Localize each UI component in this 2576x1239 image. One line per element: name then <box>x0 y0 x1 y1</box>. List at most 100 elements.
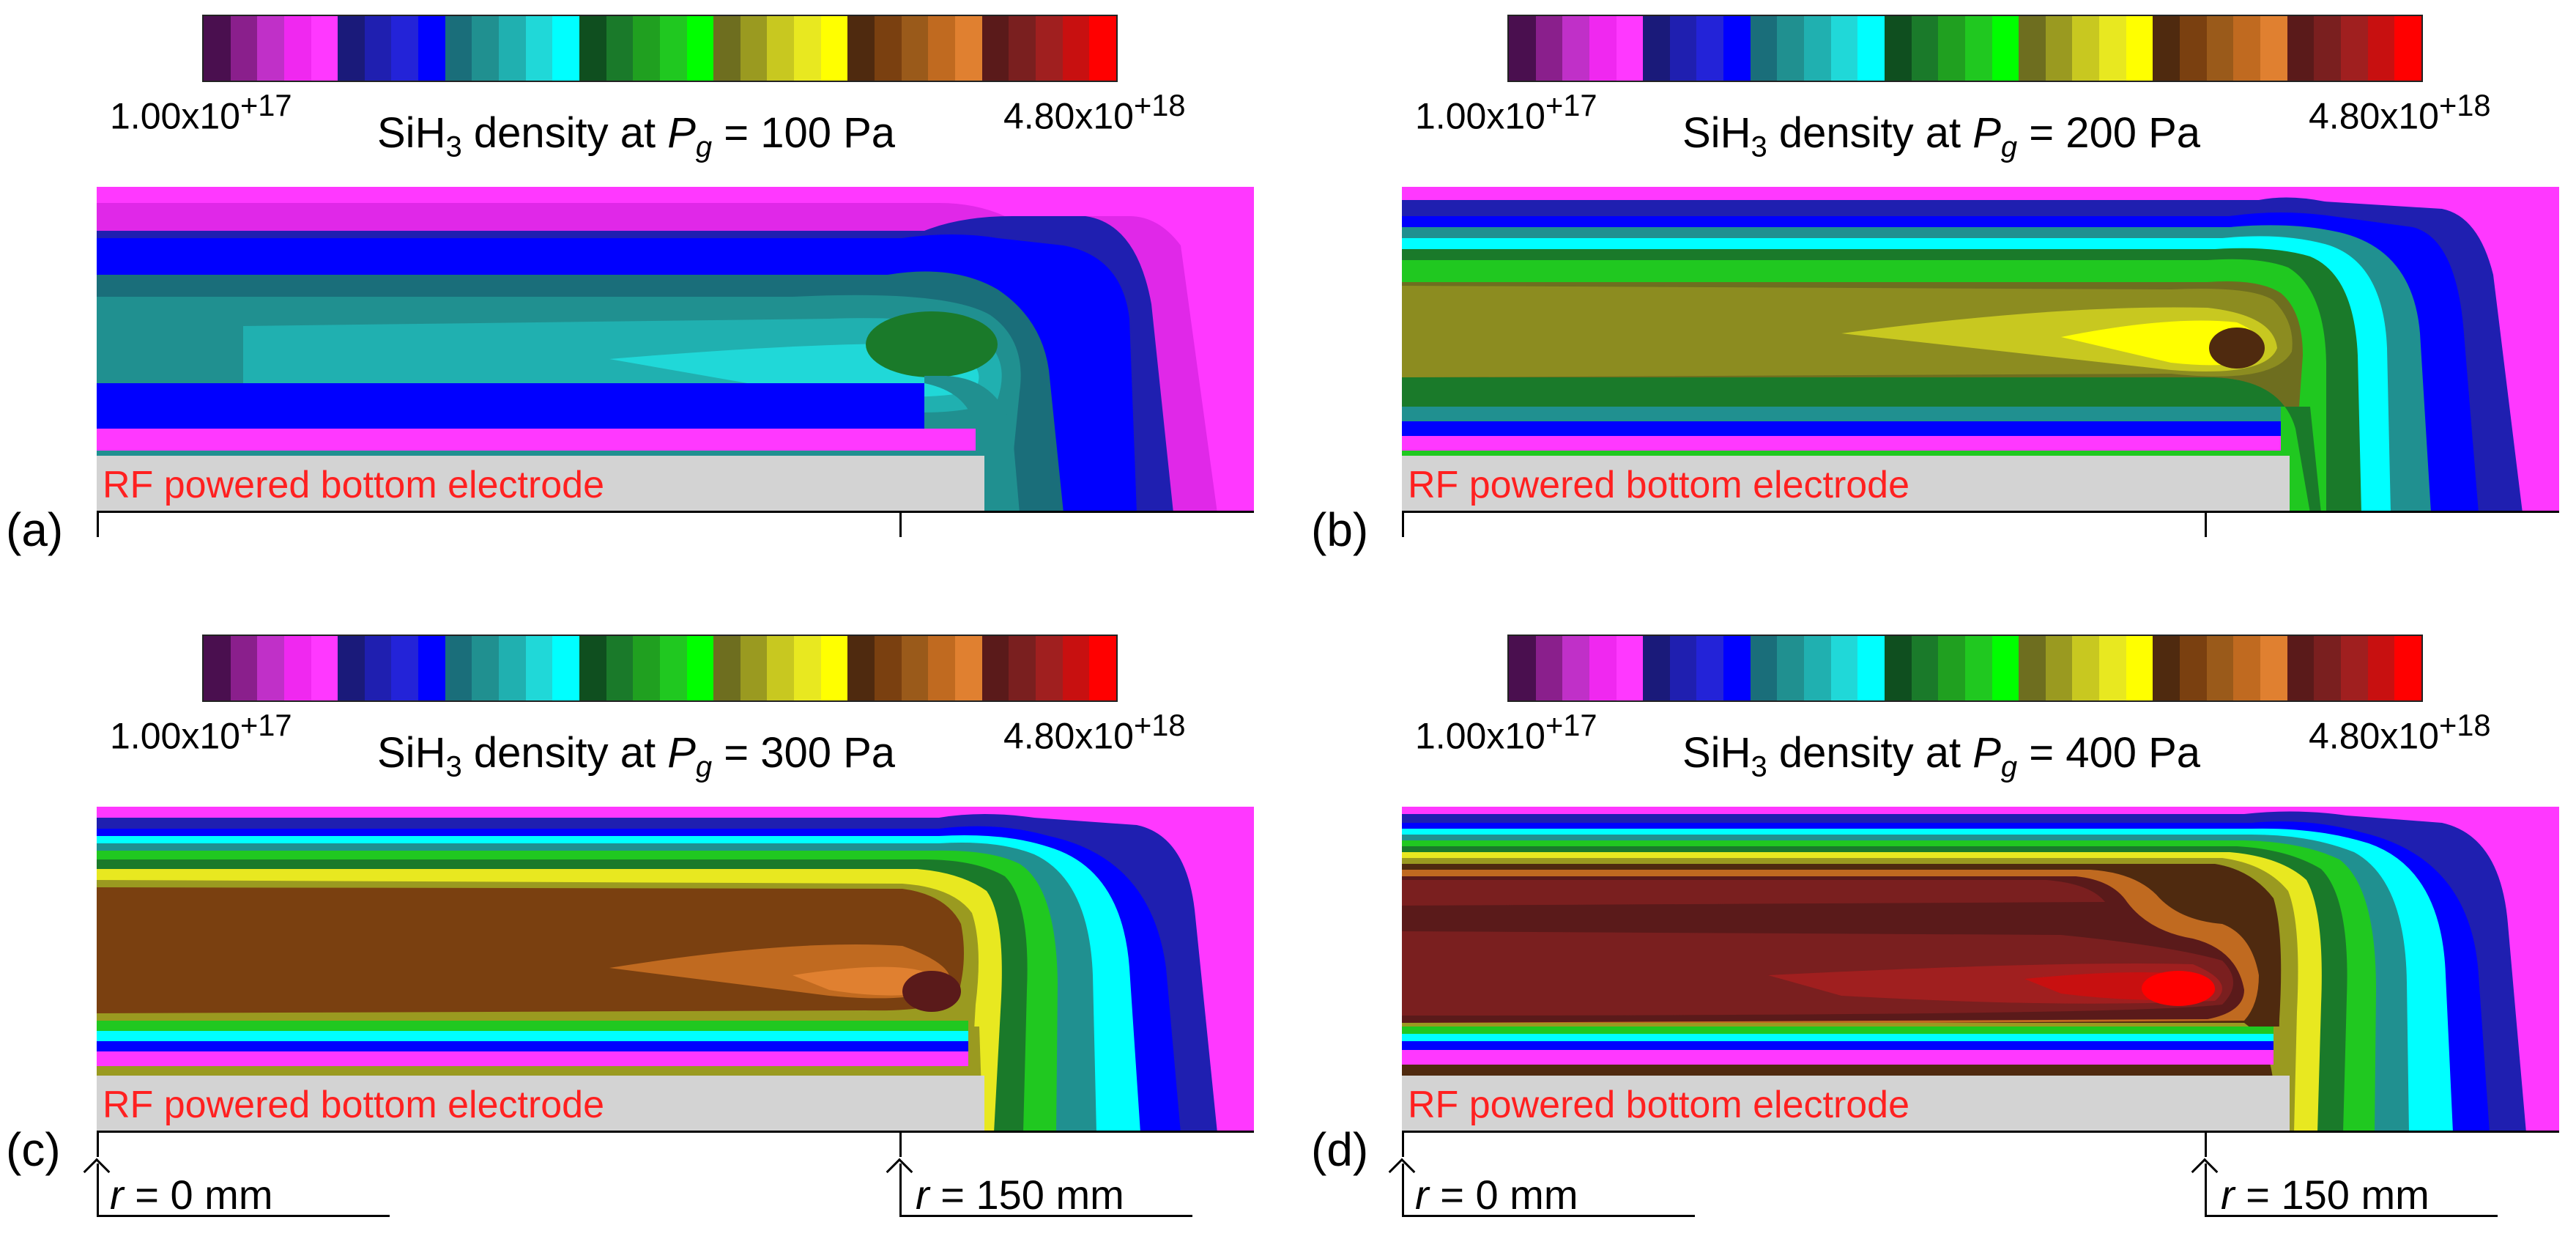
colorbar-swatch <box>2260 636 2287 700</box>
colorbar-swatch <box>1804 636 1831 700</box>
colorbar-swatch <box>686 16 714 81</box>
colorbar-swatch <box>525 636 553 700</box>
r0-arrow <box>97 1164 99 1215</box>
colorbar-swatch <box>2367 16 2395 81</box>
colorbar-swatch <box>1750 636 1778 700</box>
colorbar-swatch <box>1884 636 1912 700</box>
colorbar-swatch <box>928 636 955 700</box>
panel-d: 1.00x10+17 4.80x10+18 SiH3 density at Pg… <box>1305 620 2576 1239</box>
colorbar-swatch <box>794 16 821 81</box>
density-contour-plot <box>1402 187 2559 513</box>
axis-tick <box>899 1131 902 1157</box>
colorbar-swatch <box>1884 16 1912 81</box>
colorbar-swatch <box>1009 16 1036 81</box>
colorbar-swatch <box>981 16 1009 81</box>
colorbar-swatch <box>1857 636 1885 700</box>
colorbar-swatch <box>2260 16 2287 81</box>
colorbar-swatch <box>847 16 875 81</box>
colorbar-swatch <box>1589 636 1617 700</box>
colorbar-swatch <box>418 636 445 700</box>
colorbar-swatch <box>767 16 795 81</box>
colorbar-swatch <box>2314 636 2341 700</box>
colorbar-swatch <box>1938 16 1965 81</box>
r0-underline <box>1402 1215 1695 1217</box>
colorbar-swatch <box>257 636 284 700</box>
colorbar-swatch <box>2072 636 2100 700</box>
colorbar-swatch <box>2233 636 2260 700</box>
colorbar-swatch <box>1089 16 1116 81</box>
panel-b: 1.00x10+17 4.80x10+18 SiH3 density at Pg… <box>1305 0 2576 619</box>
colorbar-swatch <box>552 16 579 81</box>
colorbar-swatch <box>230 636 258 700</box>
colorbar-swatch <box>1035 636 1063 700</box>
colorbar-swatch <box>418 16 445 81</box>
colorbar-swatch <box>633 636 660 700</box>
colorbar-swatch <box>633 16 660 81</box>
colorbar-title: SiH3 density at Pg = 100 Pa <box>377 109 896 163</box>
colorbar-swatch <box>499 636 526 700</box>
axis-tick <box>97 511 99 537</box>
colorbar-swatch <box>579 16 606 81</box>
r150-label: r = 150 mm <box>2221 1172 2430 1218</box>
colorbar-swatch <box>311 636 338 700</box>
colorbar-swatch <box>1777 16 1805 81</box>
panel-label: (b) <box>1311 503 1369 556</box>
panel-a: 1.00x10+17 4.80x10+18 SiH3 density at Pg… <box>0 0 1288 619</box>
colorbar-swatch <box>2019 636 2046 700</box>
colorbar-swatch <box>659 636 687 700</box>
colorbar-swatch <box>1643 16 1670 81</box>
axis-tick <box>2205 511 2207 537</box>
rf-electrode <box>97 456 984 513</box>
colorbar-swatch <box>954 636 982 700</box>
colorbar-swatch <box>2153 636 2180 700</box>
colorbar-title: SiH3 density at Pg = 300 Pa <box>377 729 896 783</box>
colorbar-swatch <box>1009 636 1036 700</box>
colorbar-swatch <box>901 16 929 81</box>
colorbar-max-label: 4.80x10+18 <box>2309 88 2491 137</box>
colorbar-swatch <box>606 636 634 700</box>
panel-label: (c) <box>6 1123 61 1176</box>
colorbar-swatch <box>525 16 553 81</box>
rf-electrode <box>1402 456 2290 513</box>
colorbar-swatch <box>1616 16 1644 81</box>
electrode-label: RF powered bottom electrode <box>1408 1084 1910 1126</box>
colorbar-swatch <box>1777 636 1805 700</box>
colorbar <box>1507 15 2423 82</box>
axis-line <box>97 1131 1254 1133</box>
colorbar-swatch <box>472 636 500 700</box>
electrode-label: RF powered bottom electrode <box>103 464 605 506</box>
density-contour-plot <box>97 187 1254 513</box>
axis-tick <box>1402 1131 1404 1157</box>
colorbar-swatch <box>1035 16 1063 81</box>
colorbar-swatch <box>1804 16 1831 81</box>
colorbar-swatch <box>2072 16 2100 81</box>
r0-label: r = 0 mm <box>110 1172 273 1218</box>
colorbar-swatch <box>1830 16 1858 81</box>
colorbar-swatch <box>2233 16 2260 81</box>
panel-c: 1.00x10+17 4.80x10+18 SiH3 density at Pg… <box>0 620 1288 1239</box>
colorbar-swatch <box>2314 16 2341 81</box>
colorbar-swatch <box>391 636 419 700</box>
colorbar-swatch <box>901 636 929 700</box>
colorbar-swatch <box>2126 636 2153 700</box>
r150-arrow <box>2205 1164 2207 1215</box>
colorbar-swatch <box>713 16 740 81</box>
colorbar-swatch <box>283 636 311 700</box>
colorbar-swatch <box>1562 636 1589 700</box>
colorbar-swatch <box>2099 636 2126 700</box>
colorbar-title: SiH3 density at Pg = 200 Pa <box>1682 109 2201 163</box>
r0-arrow <box>1402 1164 1404 1215</box>
colorbar-swatch <box>1669 16 1697 81</box>
colorbar-swatch <box>1992 636 2019 700</box>
colorbar-swatch <box>391 16 419 81</box>
rf-electrode <box>1402 1076 2290 1133</box>
colorbar-swatch <box>820 636 848 700</box>
colorbar-swatch <box>364 636 392 700</box>
colorbar-swatch <box>2019 16 2046 81</box>
r0-underline <box>97 1215 390 1217</box>
colorbar-swatch <box>2045 16 2073 81</box>
colorbar-swatch <box>713 636 740 700</box>
colorbar-swatch <box>1669 636 1697 700</box>
r150-arrow <box>899 1164 902 1215</box>
electrode-label: RF powered bottom electrode <box>1408 464 1910 506</box>
